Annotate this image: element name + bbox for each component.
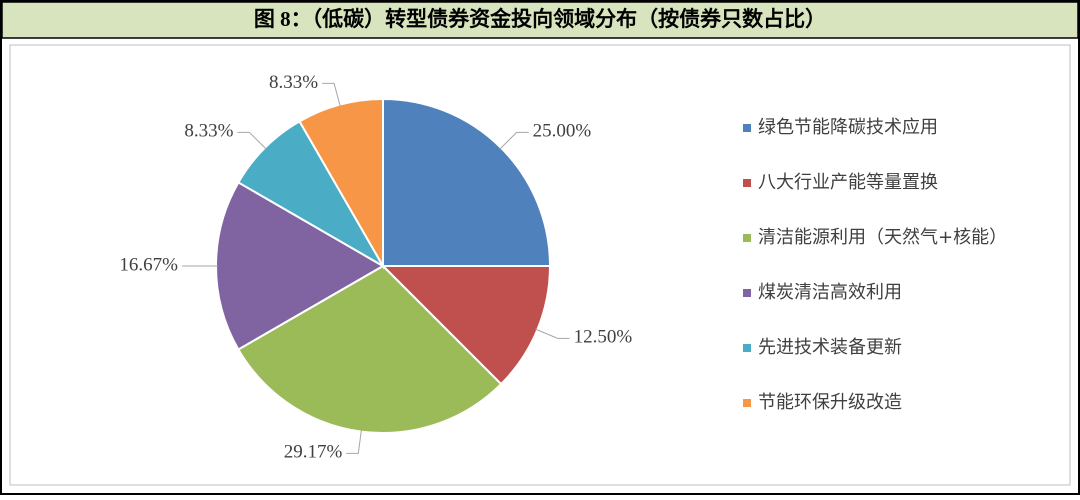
- legend-label: 节能环保升级改造: [758, 392, 902, 413]
- data-label: 29.17%: [284, 442, 343, 463]
- legend-label: 煤炭清洁高效利用: [758, 282, 902, 303]
- data-label: 8.33%: [184, 121, 233, 142]
- data-label: 8.33%: [269, 72, 318, 93]
- legend-label: 清洁能源利用（天然气+核能）: [758, 227, 1007, 248]
- legend-swatch: [743, 234, 751, 242]
- chart-title: 图 8：（低碳）转型债券资金投向领域分布（按债券只数占比）: [254, 7, 826, 31]
- data-label: 12.50%: [574, 327, 633, 348]
- data-label: 25.00%: [533, 121, 592, 142]
- data-label: 16.67%: [119, 254, 178, 275]
- legend-swatch: [743, 179, 751, 187]
- legend-label: 先进技术装备更新: [758, 337, 902, 358]
- legend-swatch: [743, 344, 751, 352]
- legend-label: 八大行业产能等量置换: [758, 172, 938, 193]
- legend-swatch: [743, 399, 751, 407]
- legend-swatch: [743, 124, 751, 132]
- legend-label: 绿色节能降碳技术应用: [758, 117, 938, 138]
- legend-swatch: [743, 289, 751, 297]
